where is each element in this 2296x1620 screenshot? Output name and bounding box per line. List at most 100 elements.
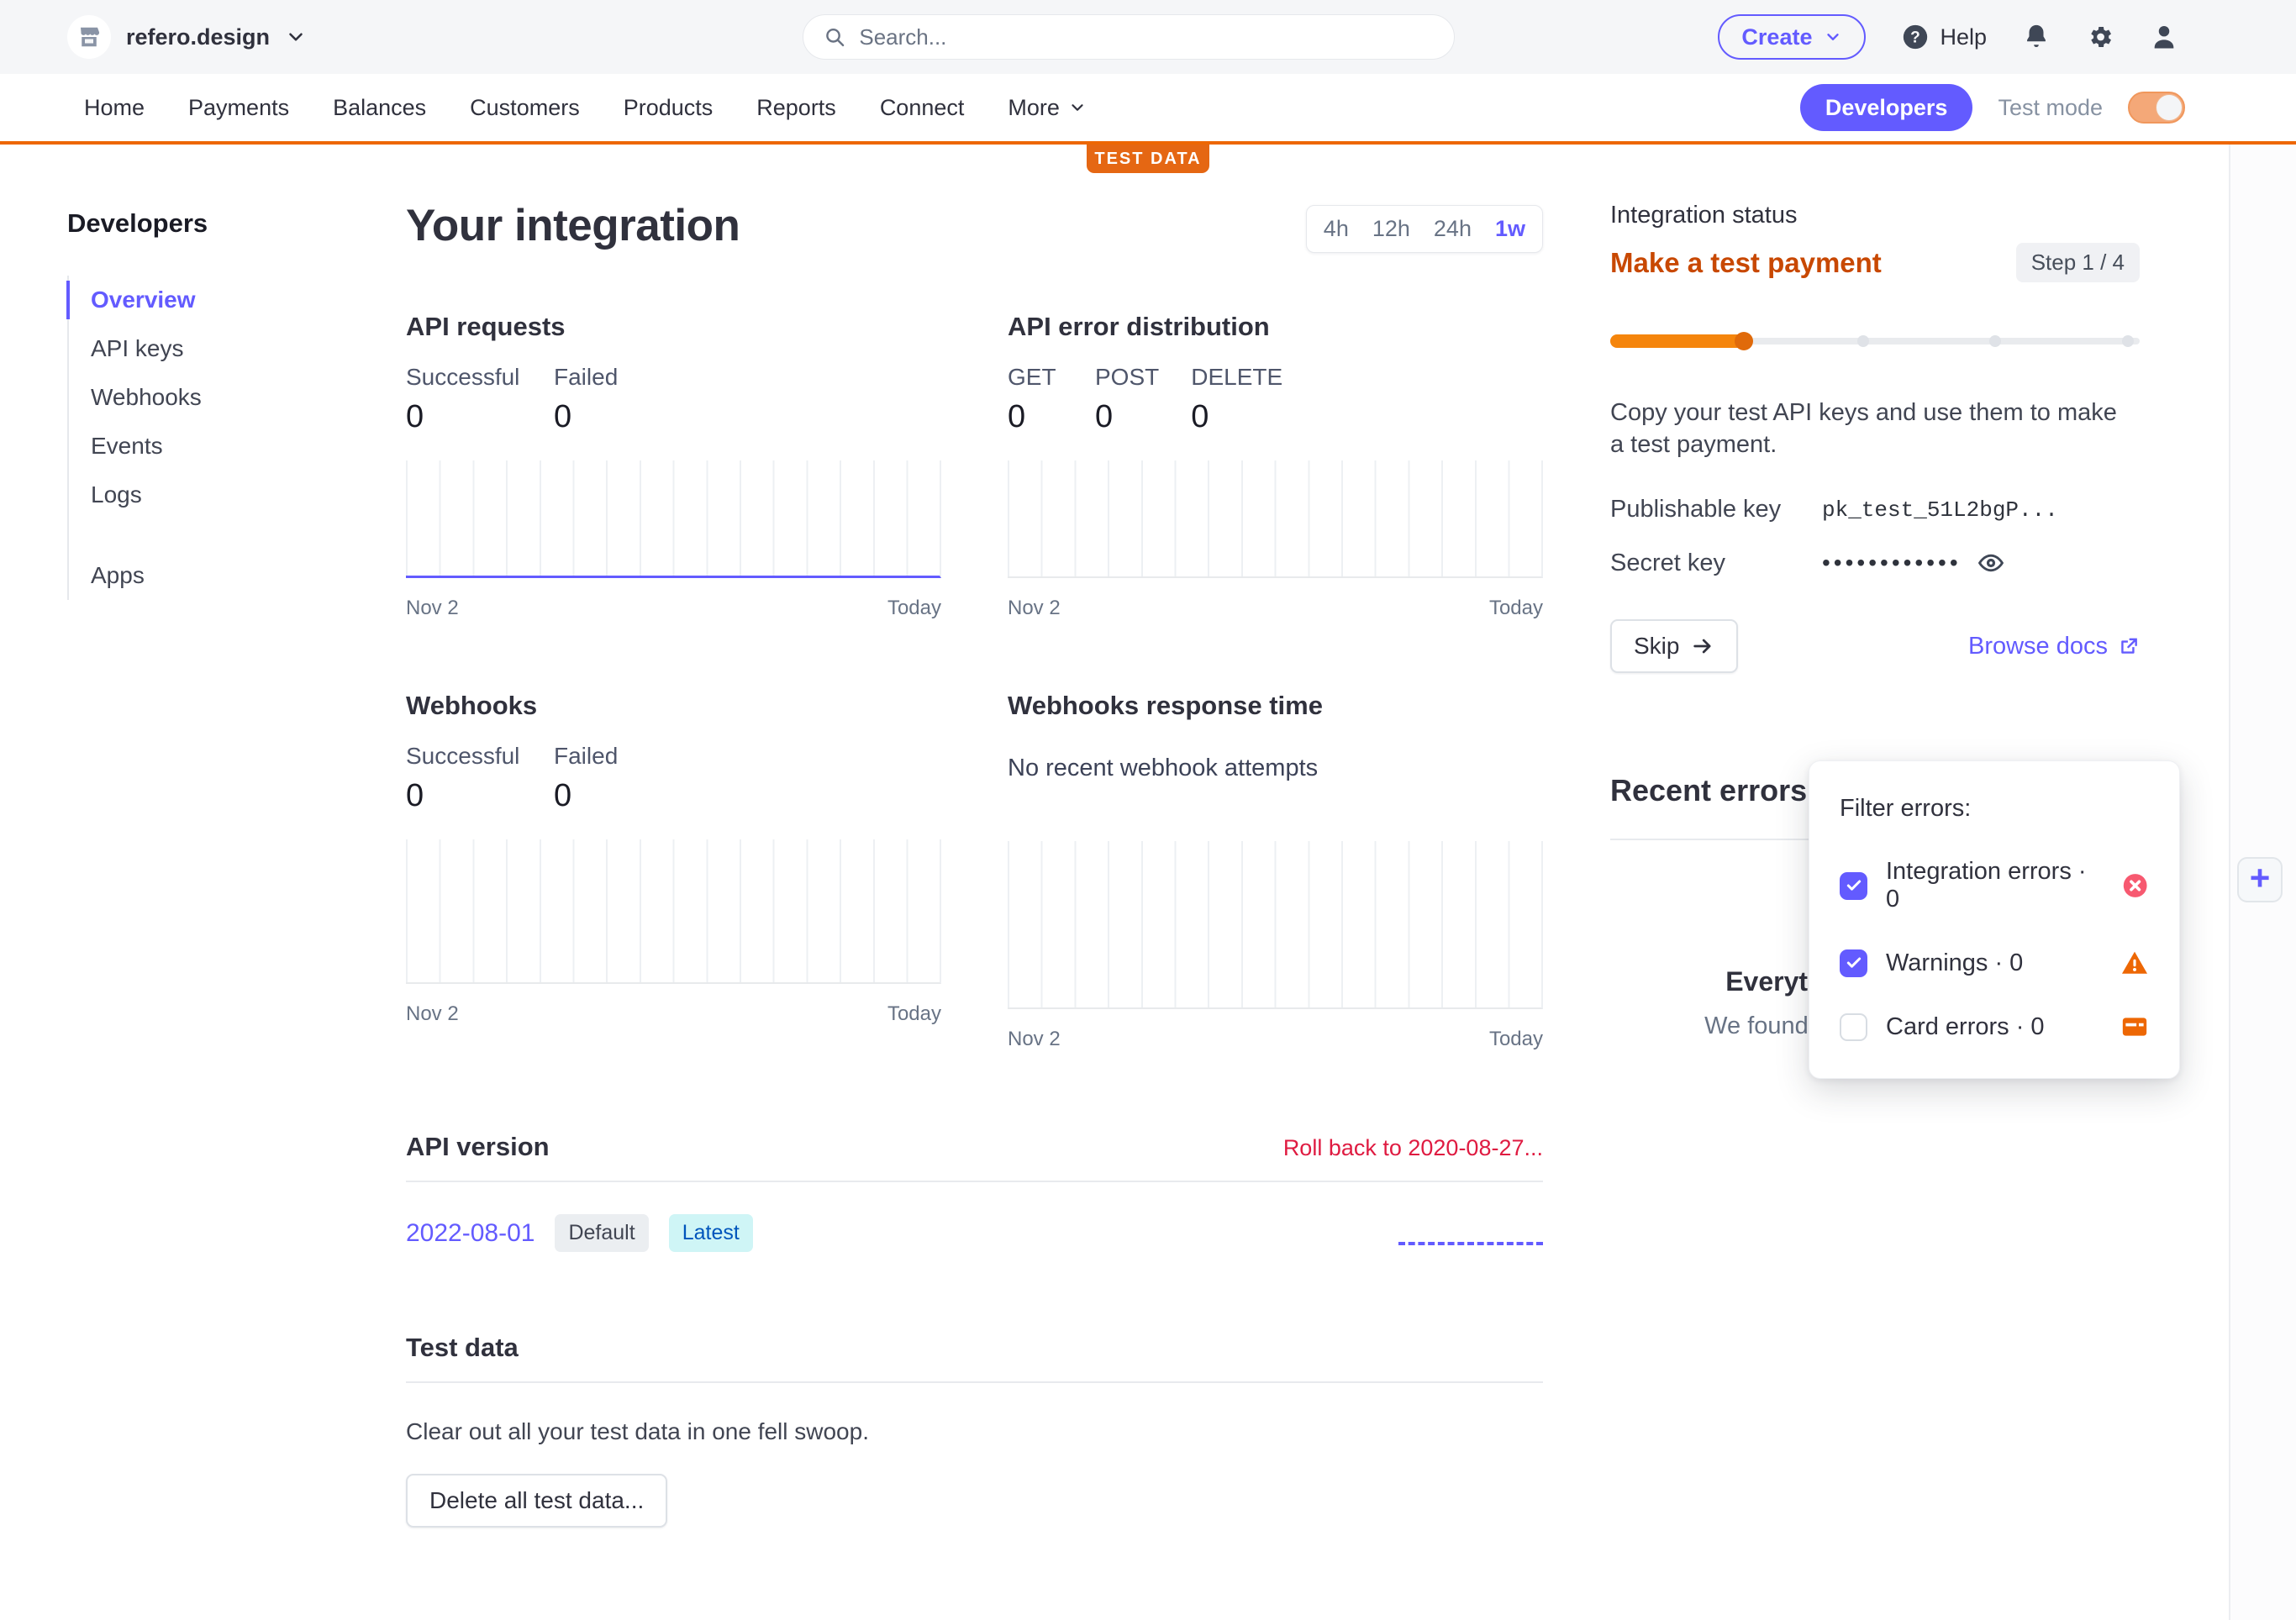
- topbar: refero.design Create ? Help: [0, 0, 2296, 74]
- default-badge: Default: [555, 1214, 649, 1252]
- integration-status-description: Copy your test API keys and use them to …: [1610, 399, 2117, 458]
- sidebar-item-overview[interactable]: Overview: [66, 276, 345, 324]
- stat-label: Failed: [554, 743, 619, 769]
- recent-errors-heading: Recent errors: [1610, 772, 1808, 807]
- stat-value: 0: [1008, 399, 1026, 434]
- stat-label: DELETE: [1191, 364, 1283, 390]
- search-icon: [826, 29, 845, 47]
- skip-label: Skip: [1634, 633, 1680, 659]
- checkbox-unchecked[interactable]: [1840, 1012, 1867, 1041]
- stat-value: 0: [1095, 399, 1114, 434]
- toggle-knob: [2156, 94, 2183, 121]
- redacted-dashes: [1398, 1241, 1543, 1245]
- sidebar-item-events[interactable]: Events: [91, 433, 163, 459]
- time-filter-1w[interactable]: 1w: [1494, 216, 1525, 241]
- secret-key-label: Secret key: [1610, 549, 1725, 576]
- nav-item-payments[interactable]: Payments: [188, 94, 290, 120]
- error-circle-icon: [2123, 874, 2147, 897]
- stat-value: 0: [1191, 399, 1209, 434]
- reveal-eye-icon[interactable]: [1977, 549, 2005, 577]
- test-data-description: Clear out all your test data in one fell…: [406, 1418, 869, 1444]
- stat-label: Failed: [554, 364, 619, 390]
- browse-docs-link[interactable]: Browse docs: [1968, 633, 2140, 660]
- filter-row-card-errors[interactable]: Card errors · 0: [1840, 1012, 2149, 1041]
- progress-dot: [2122, 335, 2134, 347]
- help-button[interactable]: ? Help: [1901, 23, 1987, 51]
- filter-row-integration-errors[interactable]: Integration errors · 0: [1840, 858, 2149, 913]
- skip-button[interactable]: Skip: [1610, 619, 1739, 673]
- account-switcher[interactable]: refero.design: [67, 15, 307, 59]
- card-title: API error distribution: [1008, 312, 1270, 341]
- settings-gear-icon[interactable]: [2086, 23, 2114, 51]
- axis-start: Nov 2: [406, 597, 459, 619]
- global-search[interactable]: [803, 14, 1455, 60]
- primary-nav: Home Payments Balances Customers Product…: [0, 74, 2296, 145]
- stat-value: 0: [406, 399, 424, 434]
- sidebar-item-webhooks[interactable]: Webhooks: [91, 384, 202, 410]
- sidebar-item-api-keys[interactable]: API keys: [91, 335, 184, 361]
- nav-item-more[interactable]: More: [1008, 95, 1087, 121]
- step-title[interactable]: Make a test payment: [1610, 246, 1882, 278]
- filter-row-label: Warnings · 0: [1886, 949, 2024, 976]
- axis-start: Nov 2: [1008, 597, 1061, 619]
- api-version-link[interactable]: 2022-08-01: [406, 1218, 535, 1247]
- progress-knob: [1735, 332, 1753, 350]
- notifications-bell-icon[interactable]: [2022, 23, 2051, 51]
- axis-end: Today: [1488, 597, 1543, 619]
- time-filter-4h[interactable]: 4h: [1323, 216, 1349, 241]
- time-filter-24h[interactable]: 24h: [1433, 216, 1472, 241]
- filter-row-label: Card errors · 0: [1886, 1012, 2045, 1040]
- axis-end: Today: [887, 597, 941, 619]
- arrow-right-icon: [1693, 639, 1711, 654]
- profile-avatar-icon[interactable]: [2150, 23, 2178, 51]
- nav-item-products[interactable]: Products: [623, 94, 714, 120]
- rollback-link[interactable]: Roll back to 2020-08-27...: [1282, 1135, 1543, 1160]
- filter-row-warnings[interactable]: Warnings · 0: [1840, 949, 2149, 977]
- publishable-key-value[interactable]: pk_test_51L2bgP...: [1822, 497, 2058, 523]
- nav-item-reports[interactable]: Reports: [756, 94, 836, 120]
- api-requests-card: API requests Successful 0 Failed 0 Nov 2 To…: [406, 312, 941, 620]
- divider: [406, 1181, 1543, 1182]
- webhooks-chart: [406, 839, 941, 984]
- time-filter-12h[interactable]: 12h: [1372, 216, 1410, 241]
- stat-label: GET: [1008, 364, 1056, 390]
- stat-label: POST: [1095, 364, 1160, 390]
- browse-docs-label: Browse docs: [1967, 632, 2108, 660]
- create-button[interactable]: Create: [1718, 14, 1867, 60]
- divider: [406, 1381, 1543, 1383]
- chevron-down-icon: [289, 33, 303, 41]
- test-mode-toggle[interactable]: [2128, 92, 2185, 124]
- nav-item-home[interactable]: Home: [84, 94, 145, 120]
- test-data-section: Test data Clear out all your test data i…: [406, 1333, 1543, 1528]
- stat-value: 0: [554, 399, 572, 434]
- svg-text:?: ?: [1911, 29, 1921, 47]
- nav-item-customers[interactable]: Customers: [470, 94, 580, 120]
- developers-sidebar: Developers Overview API keys Webhooks Ev…: [66, 208, 345, 600]
- test-data-badge: TEST DATA: [1087, 145, 1209, 173]
- axis-start: Nov 2: [1008, 1028, 1061, 1050]
- axis-end: Today: [887, 1002, 941, 1025]
- stat-value: 0: [406, 778, 424, 813]
- filter-row-label: Integration errors · 0: [1886, 858, 2087, 913]
- time-range-filter: 4h 12h 24h 1w: [1305, 205, 1543, 253]
- card-title: API requests: [406, 312, 566, 341]
- axis-start: Nov 2: [406, 1002, 459, 1025]
- search-input[interactable]: [859, 24, 1434, 50]
- developers-pill-button[interactable]: Developers: [1799, 84, 1973, 131]
- storefront-icon: [81, 27, 100, 47]
- page-title: Your integration: [406, 201, 740, 250]
- progress-dot: [1989, 335, 2001, 347]
- warning-triangle-icon: [2121, 951, 2148, 974]
- sidebar-item-apps[interactable]: Apps: [91, 562, 145, 588]
- checkbox-checked[interactable]: [1840, 871, 1867, 900]
- check-icon: [1846, 880, 1861, 891]
- no-webhook-attempts-text: No recent webhook attempts: [1008, 755, 1319, 781]
- checkbox-checked[interactable]: [1840, 949, 1867, 977]
- api-error-distribution-card: API error distribution GET 0 POST 0 DELETE…: [1008, 312, 1543, 620]
- sidebar-item-logs[interactable]: Logs: [91, 481, 142, 508]
- delete-test-data-button[interactable]: Delete all test data...: [406, 1474, 668, 1528]
- help-label: Help: [1940, 24, 1987, 50]
- nav-item-connect[interactable]: Connect: [879, 94, 965, 120]
- open-drawer-plus-button[interactable]: +: [2237, 857, 2283, 902]
- nav-item-balances[interactable]: Balances: [333, 94, 427, 120]
